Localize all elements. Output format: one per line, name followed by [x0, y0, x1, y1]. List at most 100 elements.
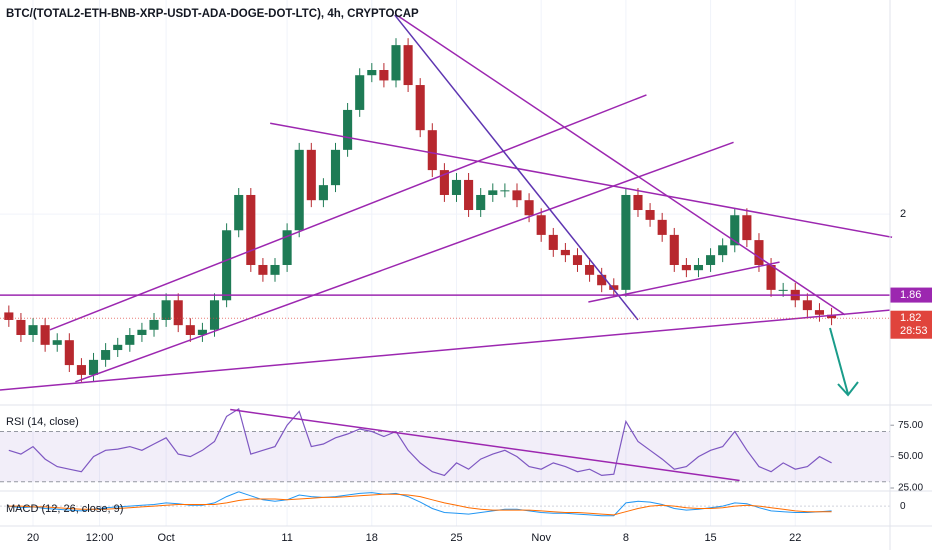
candle-body	[367, 70, 377, 76]
candle-body	[827, 314, 837, 319]
candle-body	[754, 240, 764, 265]
candle-body	[681, 264, 691, 271]
trend-line	[588, 261, 780, 303]
x-tick-label: 25	[450, 532, 462, 544]
candle-body	[718, 245, 728, 256]
candle-body	[730, 215, 740, 246]
candle-body	[476, 194, 486, 211]
candle-body	[706, 255, 716, 265]
candle-body	[464, 179, 474, 211]
x-tick-label: 11	[281, 532, 292, 544]
arrow	[829, 327, 859, 397]
candle-body	[4, 312, 14, 320]
candle-body	[379, 70, 389, 81]
candle-body	[742, 215, 752, 241]
candle-body	[415, 85, 425, 131]
candle-body	[52, 340, 62, 345]
trend-line	[398, 15, 846, 316]
x-tick-label: 22	[789, 532, 801, 544]
macd-tick-label: 0	[900, 501, 906, 512]
candle-body	[572, 255, 583, 265]
trend-line	[270, 122, 893, 238]
candle-body	[778, 289, 788, 291]
price-tag	[890, 287, 932, 303]
x-tick-label: 12:00	[86, 532, 114, 544]
candle-body	[330, 149, 341, 186]
candle-body	[125, 334, 135, 345]
x-tick-label: 18	[366, 532, 378, 544]
candle-body	[161, 300, 171, 320]
candle-body	[101, 350, 111, 360]
candle-body	[149, 319, 159, 330]
rsi-tick-label: 50.00	[898, 451, 923, 462]
candle-body	[28, 325, 38, 335]
candle-body	[548, 234, 558, 250]
candle-body	[693, 264, 704, 271]
candle-body	[536, 215, 546, 235]
candle-body	[173, 300, 183, 326]
trend-line	[49, 94, 647, 331]
price-tag-label: 1.82	[900, 312, 921, 324]
candle-body	[512, 190, 522, 201]
candle-body	[343, 109, 353, 150]
x-tick-label: Nov	[531, 532, 551, 544]
candle-body	[621, 194, 631, 290]
candle-body	[318, 185, 328, 201]
candle-body	[137, 329, 147, 335]
candle-body	[391, 45, 401, 81]
x-tick-label: Oct	[158, 532, 175, 544]
chart-title: BTC/(TOTAL2-ETH-BNB-XRP-USDT-ADA-DOGE-DO…	[6, 8, 419, 20]
x-tick-label: 20	[27, 532, 39, 544]
price-tag	[890, 310, 932, 339]
rsi-tick-label: 25.00	[898, 483, 923, 494]
candle-body	[40, 325, 50, 345]
candle-body	[64, 340, 74, 366]
rsi-tick-label: 75.00	[898, 420, 923, 431]
candle-body	[657, 219, 667, 235]
x-tick-label: 8	[623, 532, 629, 544]
candle-body	[282, 230, 292, 265]
candle-body	[597, 274, 607, 286]
candle-body	[403, 45, 413, 86]
candle-body	[113, 344, 123, 351]
candle-body	[560, 249, 570, 256]
candle-body	[234, 194, 244, 231]
countdown: 28:53	[900, 325, 928, 337]
x-tick-label: 15	[704, 532, 716, 544]
candle-body	[669, 234, 679, 265]
candle-body	[355, 75, 365, 110]
candle-body	[185, 325, 195, 335]
macd-line	[8, 491, 832, 517]
candle-body	[222, 230, 232, 301]
candle-body	[294, 149, 304, 231]
candle-body	[633, 194, 643, 211]
candle-body	[88, 359, 99, 375]
rsi-line	[8, 407, 832, 477]
candle-body	[645, 210, 655, 220]
trend-line	[75, 141, 734, 383]
candle-body	[802, 300, 812, 311]
y-tick-label: 2	[900, 208, 906, 220]
trend-line	[0, 309, 890, 391]
candle-body	[76, 365, 86, 375]
trend-line	[230, 408, 740, 482]
candle-body	[427, 130, 437, 171]
candle-body	[500, 190, 510, 192]
macd-line	[8, 493, 832, 516]
candle-body	[524, 200, 534, 216]
candle-body	[451, 179, 462, 195]
candle-body	[585, 264, 595, 275]
candle-body	[766, 264, 776, 290]
candle-body	[270, 264, 280, 275]
candle-body	[439, 170, 449, 195]
candle-body	[16, 319, 26, 335]
macd-title: MACD (12, 26, close, 9)	[6, 503, 123, 515]
candle-body	[258, 264, 268, 275]
candle-body	[488, 190, 498, 195]
candle-body	[197, 329, 207, 335]
rsi-title: RSI (14, close)	[6, 416, 79, 428]
candle-body	[609, 285, 619, 290]
